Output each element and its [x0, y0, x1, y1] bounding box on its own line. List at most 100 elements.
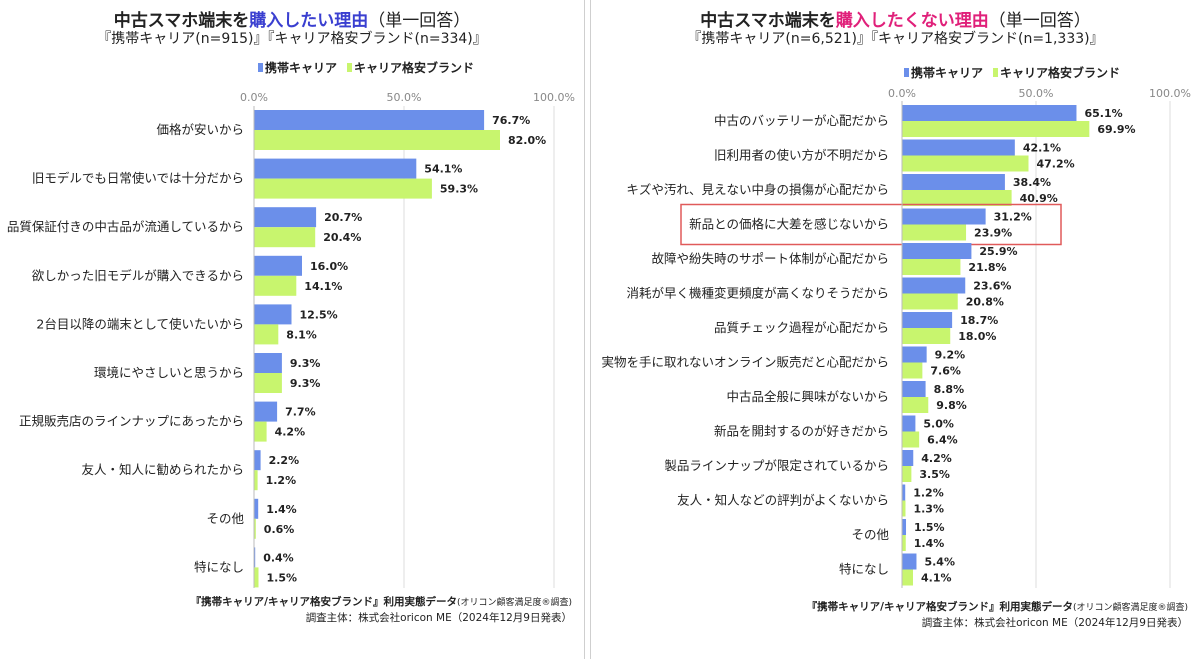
- category-label: 製品ラインナップが限定されているから: [664, 458, 889, 473]
- category-label: 特になし: [839, 562, 889, 577]
- x-tick-label: 0.0%: [240, 91, 268, 104]
- bar-carrier: [902, 277, 966, 294]
- bar-mvno: [902, 569, 913, 586]
- category-label: 新品との価格に大差を感じないから: [689, 217, 889, 232]
- data-label-carrier: 18.7%: [960, 314, 998, 327]
- category-label: 品質チェック過程が心配だから: [714, 320, 889, 335]
- footer-publisher: 調査主体：株式会社oricon ME（2024年12月9日発表）: [305, 612, 572, 624]
- category-label: 故障や紛失時のサポート体制が心配だから: [651, 251, 889, 266]
- category-label: 2台目以降の端末として使いたいから: [36, 316, 244, 331]
- category-label: 新品を開封するのが好きだから: [714, 424, 889, 439]
- category-label: 環境にやさしいと思うから: [94, 365, 244, 380]
- bar-mvno: [254, 470, 258, 491]
- bar-carrier: [254, 498, 259, 519]
- bar-mvno: [254, 178, 432, 199]
- data-label-carrier: 38.4%: [1013, 176, 1051, 189]
- x-tick-label: 50.0%: [1019, 87, 1054, 100]
- bar-chart-not-buy-reasons: 0.0% 50.0% 100.0% 65.1% 69.9% 中古のバッテリーが心配だから 4…: [601, 87, 1191, 588]
- bar-mvno: [254, 227, 316, 248]
- data-label-mvno: 14.1%: [304, 280, 342, 293]
- legend-item-carrier: 携帯キャリア: [258, 59, 337, 76]
- chart-title-accent: 購入したい理由: [249, 11, 369, 31]
- bar-mvno: [254, 518, 256, 539]
- bar-carrier: [254, 158, 417, 179]
- data-label-mvno: 1.5%: [267, 571, 298, 584]
- chart-title-accent: 購入したくない理由: [835, 11, 989, 31]
- bar-carrier: [902, 484, 906, 501]
- footer-source-note: (オリコン顧客満足度®調査): [1072, 603, 1188, 613]
- legend-label-carrier: 携帯キャリア: [911, 66, 984, 80]
- bar-carrier: [902, 208, 986, 225]
- legend-label-mvno: キャリア格安ブランド: [354, 61, 475, 75]
- bar-mvno: [902, 397, 929, 413]
- bar-carrier: [902, 139, 1015, 156]
- x-tick-label: 100.0%: [533, 91, 575, 104]
- bar-carrier: [902, 243, 972, 259]
- data-label-mvno: 23.9%: [974, 227, 1012, 240]
- bar-carrier: [902, 415, 916, 432]
- data-label-mvno: 9.3%: [290, 377, 321, 390]
- category-label: 旧利用者の使い方が不明だから: [714, 148, 889, 163]
- bar-mvno: [254, 275, 297, 296]
- data-label-carrier: 23.6%: [973, 280, 1011, 293]
- data-label-carrier: 9.2%: [935, 349, 966, 362]
- chart-panel-not-buy-reasons: 中古スマホ端末を購入したくない理由（単一回答） 『携帯キャリア(n=6,521)…: [590, 0, 1200, 659]
- data-label-carrier: 5.4%: [924, 556, 955, 569]
- legend-swatch-mvno: [993, 68, 999, 77]
- category-label: 友人・知人に勧められたから: [81, 462, 244, 477]
- data-label-mvno: 18.0%: [958, 330, 996, 343]
- category-label: キズや汚れ、見えない中身の損傷が心配だから: [626, 182, 889, 197]
- bar-carrier: [254, 401, 278, 422]
- bar-carrier: [254, 547, 256, 568]
- data-label-mvno: 1.4%: [914, 537, 945, 550]
- data-label-carrier: 25.9%: [979, 245, 1017, 258]
- bar-carrier: [902, 174, 1005, 190]
- legend-swatch-carrier: [904, 68, 909, 77]
- category-label: その他: [851, 527, 889, 542]
- bar-carrier: [254, 110, 485, 130]
- data-label-carrier: 54.1%: [424, 163, 462, 176]
- category-label: 品質保証付きの中古品が流通しているから: [7, 219, 244, 234]
- data-label-mvno: 59.3%: [440, 183, 478, 196]
- bar-mvno: [254, 324, 279, 345]
- data-label-carrier: 12.5%: [300, 308, 338, 321]
- data-label-carrier: 9.3%: [290, 357, 321, 370]
- data-label-mvno: 40.9%: [1020, 192, 1058, 205]
- bar-mvno: [254, 567, 259, 588]
- data-label-mvno: 47.2%: [1036, 158, 1074, 171]
- category-label: 実物を手に取れないオンライン販売だと心配だから: [601, 355, 889, 370]
- chart-footer: 『携帯キャリア/キャリア格安ブランド』利用実態データ(オリコン顧客満足度®調査)…: [807, 600, 1188, 631]
- chart-footer: 『携帯キャリア/キャリア格安ブランド』利用実態データ(オリコン顧客満足度®調査)…: [191, 595, 572, 626]
- data-label-carrier: 76.7%: [492, 114, 530, 127]
- category-label: 消耗が早く機種変更頻度が高くなりそうだから: [626, 286, 889, 301]
- chart-panel-buy-reasons: 中古スマホ端末を購入したい理由（単一回答） 『携帯キャリア(n=915)』『キャ…: [0, 0, 585, 659]
- data-label-mvno: 7.6%: [930, 365, 961, 378]
- category-label: 友人・知人などの評判がよくないから: [677, 493, 889, 508]
- x-tick-label: 100.0%: [1149, 87, 1191, 100]
- bar-carrier: [254, 304, 292, 325]
- data-label-carrier: 7.7%: [285, 406, 316, 419]
- data-label-mvno: 69.9%: [1097, 123, 1135, 136]
- footer-source-title: 『携帯キャリア/キャリア格安ブランド』利用実態データ: [806, 601, 1073, 613]
- legend-label-mvno: キャリア格安ブランド: [1000, 66, 1121, 80]
- data-label-mvno: 1.2%: [266, 474, 297, 487]
- footer-source-title: 『携帯キャリア/キャリア格安ブランド』利用実態データ: [190, 596, 457, 608]
- category-label: 欲しかった旧モデルが購入できるから: [32, 268, 244, 283]
- data-label-carrier: 5.0%: [923, 418, 954, 431]
- data-label-carrier: 2.2%: [269, 454, 300, 467]
- legend-item-mvno: キャリア格安ブランド: [347, 59, 474, 76]
- data-label-mvno: 20.4%: [323, 231, 361, 244]
- bar-carrier: [254, 353, 282, 373]
- bar-carrier: [902, 105, 1077, 121]
- data-label-carrier: 1.5%: [914, 521, 945, 534]
- x-tick-label: 0.0%: [888, 87, 916, 100]
- category-label: 中古のバッテリーが心配だから: [714, 113, 889, 128]
- bar-mvno: [902, 155, 1029, 172]
- data-label-mvno: 3.5%: [919, 468, 950, 481]
- data-label-carrier: 0.4%: [263, 551, 294, 564]
- data-label-mvno: 4.2%: [275, 426, 306, 439]
- category-label: 中古品全般に興味がないから: [726, 389, 889, 404]
- bar-mvno: [254, 373, 282, 393]
- bar-carrier: [902, 519, 907, 535]
- bar-mvno: [902, 535, 906, 551]
